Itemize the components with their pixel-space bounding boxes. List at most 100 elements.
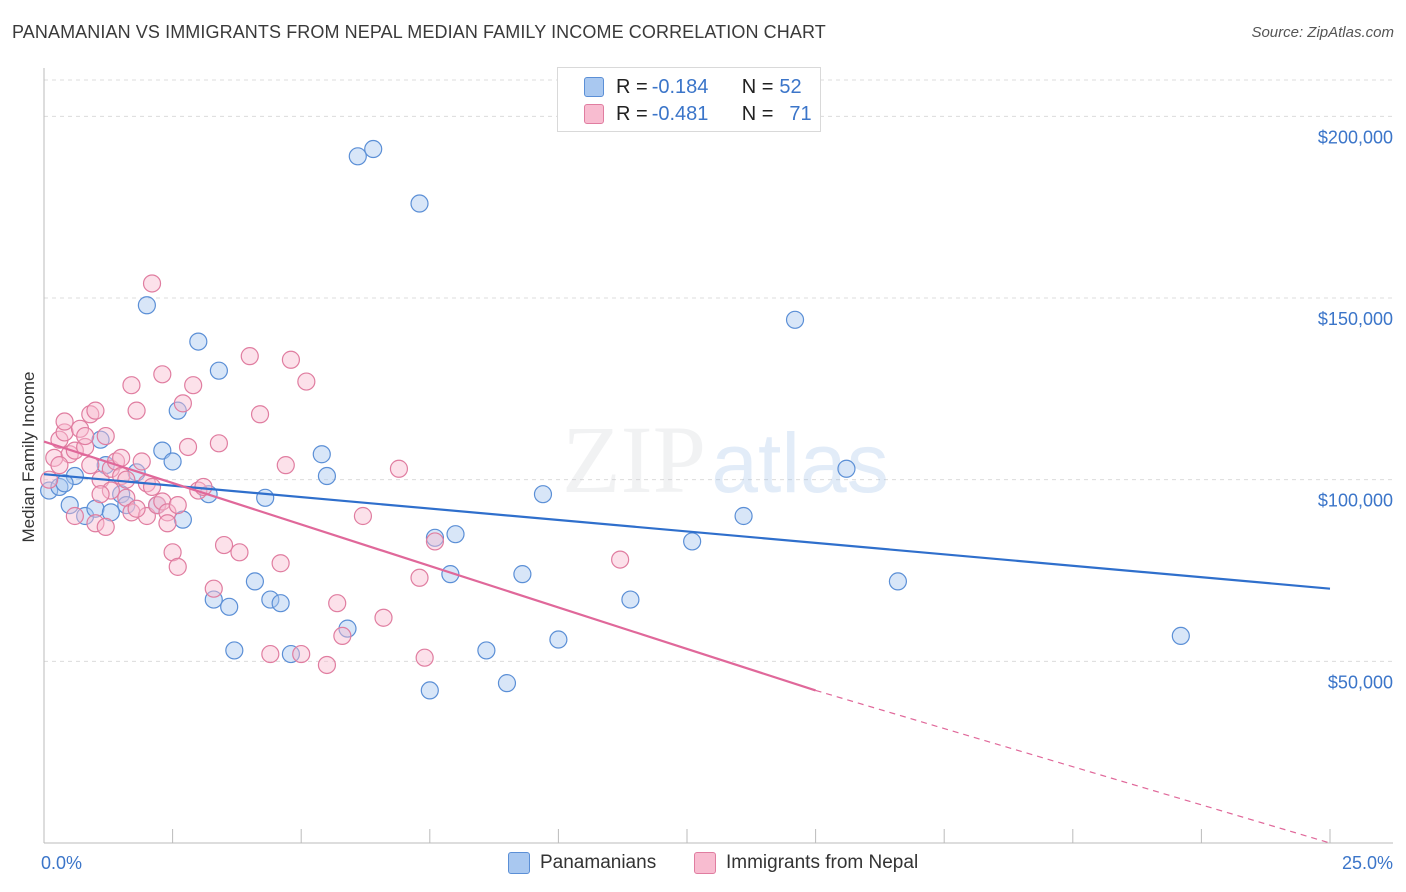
data-point (611, 550, 630, 569)
legend-n-label: N = (741, 75, 774, 98)
data-point (91, 485, 110, 504)
data-point (281, 644, 301, 664)
grid-lines (44, 79, 1393, 662)
legend-swatch-panamanians (584, 77, 604, 97)
data-point (173, 394, 192, 413)
data-point (420, 681, 439, 700)
data-point (178, 437, 198, 457)
data-point (117, 470, 136, 489)
data-point (281, 350, 301, 369)
data-point (168, 496, 187, 515)
legend-item-nepal: Immigrants from Nepal (694, 852, 918, 874)
data-point (297, 372, 316, 391)
correlation-legend: R = -0.184 N = 52 R = -0.481 N = 71 (557, 67, 821, 132)
axis-labels: $50,000 $100,000 $150,000 $200,000 0.0% 25.0% (41, 127, 1393, 873)
data-point (888, 572, 908, 591)
watermark: ZIP atlas (562, 406, 889, 513)
legend-r-value: -0.481 (651, 102, 709, 125)
data-point (364, 139, 383, 159)
data-point (40, 481, 59, 500)
data-point (353, 506, 373, 526)
watermark-zip: ZIP (562, 406, 706, 513)
data-point (271, 554, 290, 573)
y-tick-label: $200,000 (1318, 127, 1393, 147)
data-point (127, 499, 146, 518)
y-tick-label: $100,000 (1318, 491, 1393, 511)
data-point (333, 626, 352, 646)
data-point (837, 459, 856, 478)
data-point (230, 543, 249, 562)
data-point (220, 597, 239, 616)
data-point (250, 405, 270, 424)
legend-row-panamanians: R = -0.184 N = 52 (584, 75, 802, 99)
data-point (240, 347, 259, 366)
data-point (76, 426, 95, 446)
chart-title: PANAMANIAN VS IMMIGRANTS FROM NEPAL MEDI… (12, 22, 826, 42)
trend-line-nepal (43, 440, 816, 692)
data-point (76, 506, 95, 526)
legend-r-label: R = (616, 102, 648, 125)
legend-r-value: -0.184 (651, 75, 709, 98)
data-point (189, 332, 208, 351)
data-point (389, 459, 409, 478)
x-tick-label-min: 0.0% (41, 853, 82, 873)
legend-label-nepal: Immigrants from Nepal (726, 852, 919, 873)
data-point (734, 506, 753, 526)
data-point (271, 594, 290, 613)
legend-item-panamanians: Panamanians (508, 852, 656, 874)
data-point (533, 485, 553, 504)
data-point (50, 456, 69, 475)
data-point (683, 532, 702, 551)
data-point (348, 147, 367, 166)
data-point (415, 648, 434, 667)
data-point (317, 655, 337, 675)
trend-line-nepal-extrapolated (815, 689, 1331, 844)
data-point (317, 466, 337, 486)
data-point (158, 503, 177, 522)
x-tick-label-max: 25.0% (1342, 853, 1393, 873)
data-point (184, 376, 203, 395)
data-point (55, 474, 74, 493)
data-point (163, 452, 182, 471)
data-point (204, 579, 223, 598)
legend-swatch-nepal (584, 104, 604, 124)
data-point (312, 445, 331, 464)
data-point (96, 517, 115, 537)
data-point (65, 506, 84, 526)
data-point (137, 296, 156, 315)
data-points (40, 139, 1190, 700)
data-point (142, 477, 162, 497)
data-point (410, 568, 429, 587)
data-point (86, 401, 105, 420)
axes (43, 68, 1393, 844)
data-point (214, 535, 234, 555)
trend-line-panamanians (43, 473, 1331, 590)
data-point (60, 496, 79, 515)
data-point (497, 674, 517, 693)
data-point (256, 488, 275, 507)
legend-n-value: 71 (789, 102, 812, 125)
trend-lines (43, 440, 1331, 844)
data-point (96, 426, 115, 446)
legend-swatch-panamanians (508, 852, 530, 874)
data-point (55, 423, 74, 442)
data-point (1171, 626, 1190, 646)
data-point (142, 274, 162, 293)
data-point (86, 514, 105, 533)
data-point (204, 590, 223, 609)
y-axis-title: Median Family Income (19, 371, 38, 542)
legend-swatch-nepal (694, 852, 716, 874)
legend-n-label: N = (741, 102, 774, 125)
data-point (209, 361, 228, 380)
data-point (225, 641, 244, 660)
legend-n-value: 52 (779, 75, 802, 98)
data-point (374, 608, 393, 627)
y-tick-label: $150,000 (1318, 309, 1393, 329)
data-point (168, 557, 187, 576)
data-point (158, 514, 177, 533)
data-point (477, 641, 496, 660)
legend-r-label: R = (616, 75, 648, 98)
data-point (153, 365, 172, 384)
data-point (328, 594, 347, 613)
